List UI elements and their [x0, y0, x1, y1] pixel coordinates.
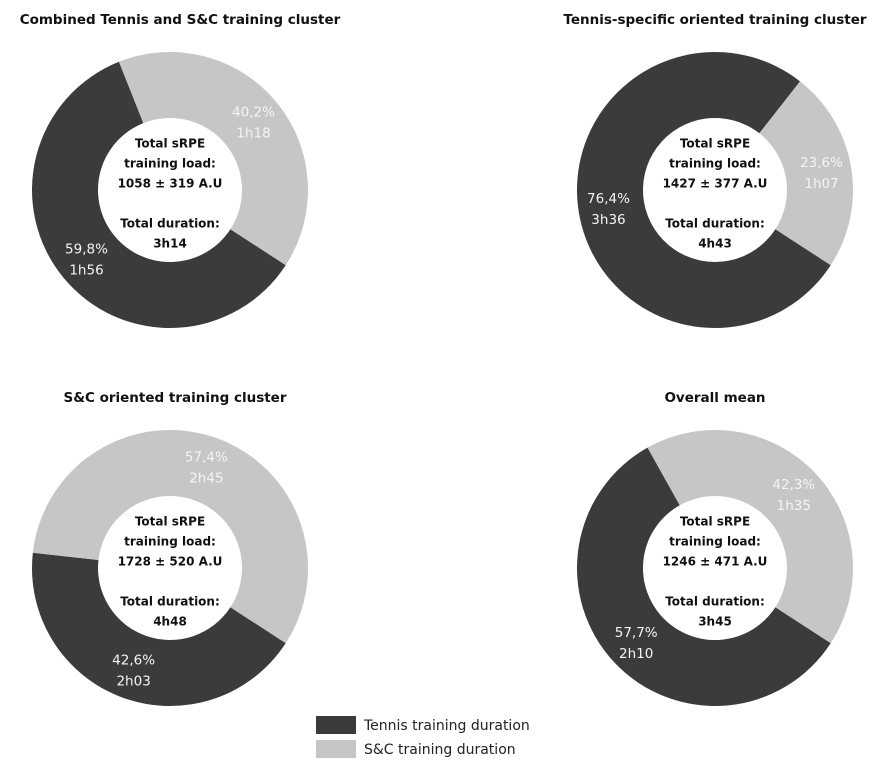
value-label: 42,3%: [772, 477, 815, 493]
value-label: 76,4%: [587, 191, 630, 207]
center-text: Total duration:: [665, 595, 765, 609]
legend-label: S&C training duration: [364, 742, 516, 758]
duration-label: 1h35: [777, 498, 811, 514]
chart-title: S&C oriented training cluster: [63, 390, 286, 406]
center-text: training load:: [124, 535, 216, 549]
value-label: 59,8%: [65, 241, 108, 257]
center-text: Total sRPE: [680, 137, 750, 151]
legend-swatch: [316, 740, 356, 758]
center-text: 3h14: [153, 237, 187, 251]
center-text: 1728 ± 520 A.U: [118, 555, 223, 569]
chart-title: Overall mean: [664, 390, 765, 406]
duration-label: 2h45: [189, 470, 223, 486]
donut-slice: [576, 51, 831, 329]
center-text: Total sRPE: [135, 137, 205, 151]
donut-slice: [759, 81, 853, 266]
donut-slice: [32, 61, 286, 329]
chart-title: Tennis-specific oriented training cluste…: [563, 12, 866, 28]
value-label: 57,4%: [185, 449, 228, 465]
center-text: 1427 ± 377 A.U: [663, 177, 768, 191]
legend-swatch: [316, 716, 356, 734]
duration-label: 3h36: [591, 212, 625, 228]
center-text: training load:: [124, 157, 216, 171]
center-text: training load:: [669, 157, 761, 171]
duration-label: 1h18: [236, 126, 270, 142]
center-text: training load:: [669, 535, 761, 549]
value-label: 42,6%: [112, 653, 155, 669]
center-text: 4h48: [153, 615, 187, 629]
center-text: Total duration:: [120, 595, 220, 609]
center-text: 3h45: [698, 615, 732, 629]
duration-label: 1h07: [804, 176, 838, 192]
donut-slice: [647, 430, 853, 644]
chart-title: Combined Tennis and S&C training cluster: [20, 12, 341, 28]
donut-slice: [32, 430, 308, 644]
donut-slice: [118, 52, 308, 266]
value-label: 23,6%: [800, 155, 843, 171]
legend-label: Tennis training duration: [363, 718, 530, 734]
center-text: 1246 ± 471 A.U: [663, 555, 768, 569]
duration-label: 2h03: [116, 674, 150, 690]
duration-label: 1h56: [69, 262, 103, 278]
center-text: Total sRPE: [135, 515, 205, 529]
value-label: 40,2%: [232, 105, 275, 121]
center-text: 4h43: [698, 237, 732, 251]
center-text: Total duration:: [665, 217, 765, 231]
center-text: Total sRPE: [680, 515, 750, 529]
donut-slice: [577, 447, 831, 707]
duration-label: 2h10: [619, 646, 653, 662]
center-text: 1058 ± 319 A.U: [118, 177, 223, 191]
center-text: Total duration:: [120, 217, 220, 231]
donut-slice: [31, 552, 286, 707]
value-label: 57,7%: [615, 625, 658, 641]
